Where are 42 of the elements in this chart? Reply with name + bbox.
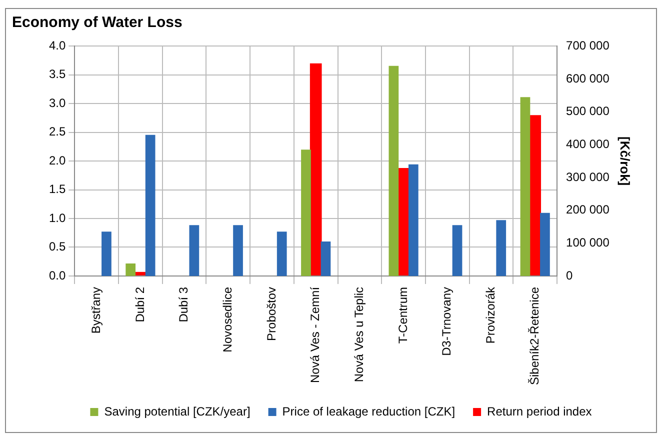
y2-tick-label: 700 000 (566, 38, 610, 53)
x-tick-label: Nová Ves - Zemní (308, 286, 322, 383)
x-tick-label: Šibeník2-Řetenice (527, 286, 542, 386)
x-tick-label: T-Centrum (396, 286, 410, 344)
y-tick-label: 1.5 (48, 182, 66, 196)
y2-tick-label: 500 000 (566, 104, 610, 118)
bar (189, 225, 200, 276)
y2-tick-label: 100 000 (566, 235, 610, 250)
x-tick-label: Dubí 3 (176, 286, 191, 322)
y-tick-label: 3.0 (48, 96, 66, 110)
bar (320, 241, 331, 276)
x-tick-label: Provizorák (484, 286, 498, 344)
legend-label: Price of leakage reduction [CZK] (282, 404, 456, 418)
y-tick-label: 2.5 (48, 124, 66, 139)
bar (102, 232, 112, 276)
y2-tick-label: 0 (566, 268, 574, 282)
x-tick-label: Bystřany (88, 286, 103, 334)
legend-label: Saving potential [CZK/year] (104, 404, 250, 418)
bar (452, 225, 462, 276)
y-tick-label: 4.0 (48, 38, 66, 53)
bar (276, 232, 287, 276)
y-tick-label: 2.0 (48, 153, 66, 168)
y2-tick-label: 600 000 (566, 71, 610, 86)
bar (126, 263, 136, 276)
legend-label: Return period index (487, 404, 592, 418)
x-tick-label: Nová Ves u Teplic (352, 286, 366, 382)
y-tick-label: 0.5 (48, 240, 66, 254)
y-tick-label: 0.0 (48, 268, 66, 282)
x-tick-label: Dubí 2 (132, 286, 147, 322)
bar (496, 220, 506, 276)
bar (233, 225, 243, 276)
chart-title: Economy of Water Loss (12, 14, 182, 31)
y2-axis-title: [Kč/rok] (618, 136, 633, 186)
x-tick-label: Proboštov (264, 286, 278, 341)
y2-tick-label: 200 000 (566, 202, 610, 217)
x-tick-label: D3-Trnovany (440, 286, 454, 356)
y2-tick-label: 300 000 (566, 170, 610, 184)
y2-tick-label: 400 000 (566, 136, 610, 151)
y-tick-label: 1.0 (48, 210, 66, 225)
y-tick-label: 3.5 (48, 67, 66, 82)
bar (145, 134, 156, 276)
x-tick-label: Novosedlice (220, 286, 234, 352)
